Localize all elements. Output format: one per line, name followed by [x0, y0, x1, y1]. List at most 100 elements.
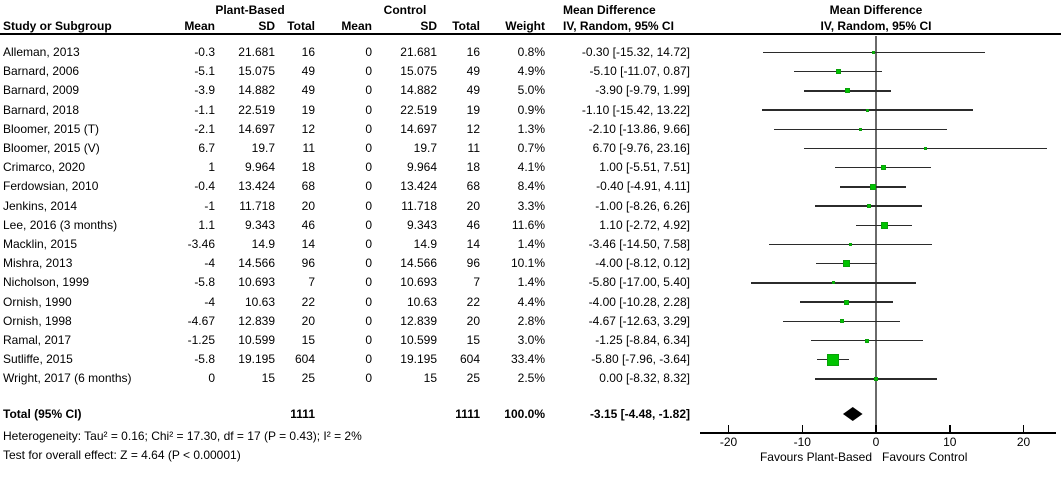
pb-total: 12	[301, 121, 315, 136]
study-name: Wright, 2017 (6 months)	[3, 371, 132, 386]
ctrl-mean: 0	[365, 160, 372, 175]
ctrl-sd: 13.424	[400, 179, 437, 194]
pb-mean: -5.8	[194, 352, 215, 367]
study-name: Crimarco, 2020	[3, 160, 86, 175]
table-row: Sutliffe, 2015 -5.8 19.195 604 0 19.195 604 33.…	[0, 350, 700, 369]
table-row: Nicholson, 1999 -5.8 10.693 7 0 10.693 7 1.4% -5…	[0, 273, 700, 292]
pb-total: 16	[301, 45, 315, 59]
table-row: Macklin, 2015 -3.46 14.9 14 0 14.9 14 1.4% -3.46…	[0, 235, 700, 254]
study-name: Ramal, 2017	[3, 333, 72, 347]
pb-mean: -3.9	[194, 83, 215, 98]
axis-tick-label: -20	[719, 435, 738, 449]
ctrl-sd: 21.681	[400, 45, 437, 59]
pb-sd: 13.424	[238, 179, 275, 194]
md-ci-text: 1.00 [-5.51, 7.51]	[599, 160, 690, 175]
pb-total: 604	[294, 352, 315, 367]
ctrl-sd: 19.7	[413, 141, 437, 155]
md-ci-text: -5.80 [-7.96, -3.64]	[591, 352, 690, 367]
pb-total: 18	[301, 160, 315, 175]
study-name: Barnard, 2018	[3, 102, 80, 117]
pb-mean: -4	[204, 294, 215, 309]
pb-total: 49	[301, 83, 315, 98]
weight: 4.4%	[517, 294, 545, 309]
axis-tick-label: 10	[943, 435, 957, 449]
md-ci-text: -0.30 [-15.32, 14.72]	[581, 45, 690, 59]
pb-mean: -1.1	[194, 102, 215, 117]
group-header-control: Control	[383, 3, 427, 17]
study-name: Barnard, 2006	[3, 64, 80, 79]
overall-effect-text: Test for overall effect: Z = 4.64 (P < 0…	[3, 448, 241, 462]
pb-mean: -4.67	[187, 313, 215, 328]
md-ci-text: 0.00 [-8.32, 8.32]	[599, 371, 690, 386]
ctrl-sd: 12.839	[400, 313, 437, 328]
pb-mean: -0.3	[194, 45, 215, 59]
md-ci-text: -4.00 [-8.12, 0.12]	[595, 256, 690, 271]
pb-total: 25	[301, 371, 315, 386]
table-row: Barnard, 2009 -3.9 14.882 49 0 14.882 49 5.0% -3…	[0, 81, 700, 100]
md-ci-text: -5.80 [-17.00, 5.40]	[588, 275, 690, 290]
effect-square	[880, 221, 888, 229]
weight: 1.3%	[517, 121, 545, 136]
ctrl-total: 68	[466, 179, 480, 194]
ctrl-total: 46	[466, 217, 480, 232]
ctrl-sd: 19.195	[400, 352, 437, 367]
weight: 4.9%	[517, 64, 545, 79]
pb-sd: 19.7	[251, 141, 275, 155]
ctrl-sd: 22.519	[400, 102, 437, 117]
table-row: Lee, 2016 (3 months) 1.1 9.343 46 0 9.343 46 11…	[0, 216, 700, 235]
axis-tick	[801, 425, 803, 433]
pb-total: 19	[301, 102, 315, 117]
pb-total: 22	[301, 294, 315, 309]
pb-mean: -5.1	[194, 64, 215, 79]
effect-square	[880, 165, 886, 171]
ctrl-total: 25	[466, 371, 480, 386]
pb-total: 11	[302, 141, 315, 155]
pb-sd-column-header: SD	[258, 19, 275, 33]
study-column-header: Study or Subgroup	[3, 19, 112, 33]
weight: 33.4%	[510, 352, 545, 367]
ctrl-mean: 0	[365, 333, 372, 347]
ctrl-sd: 14.882	[400, 83, 437, 98]
ctrl-total: 20	[466, 198, 480, 213]
ctrl-total: 16	[466, 45, 480, 59]
ctrl-total: 22	[466, 294, 480, 309]
study-name: Alleman, 2013	[3, 45, 80, 59]
table-row: Bloomer, 2015 (V) 6.7 19.7 11 0 19.7 11 0.7% 6.7…	[0, 139, 700, 158]
plot-area: Mean Difference IV, Random, 95% CI -20 -1…	[700, 0, 1061, 480]
weight: 3.3%	[517, 198, 545, 213]
weight: 0.9%	[517, 102, 545, 117]
ctrl-total: 12	[466, 121, 480, 136]
ctrl-sd: 15.075	[400, 64, 437, 79]
weight: 2.8%	[517, 313, 545, 328]
weight: 8.4%	[517, 179, 545, 194]
axis-tick	[1022, 425, 1025, 433]
total-ctrl-n: 1111	[455, 407, 480, 421]
total-md-ci-text: -3.15 [-4.48, -1.82]	[589, 407, 690, 421]
study-name: Lee, 2016 (3 months)	[3, 217, 118, 232]
effect-square	[848, 243, 852, 246]
pb-mean: -1	[204, 198, 215, 213]
md-ci-text: -1.00 [-8.26, 6.26]	[595, 198, 690, 213]
pb-total-column-header: Total	[287, 19, 315, 33]
md-ci-text: -0.40 [-4.91, 4.11]	[596, 179, 690, 194]
pb-sd: 10.63	[244, 294, 275, 309]
pb-mean: -4	[204, 256, 215, 271]
ctrl-mean: 0	[365, 179, 372, 194]
ctrl-total: 7	[473, 275, 480, 290]
weight: 0.8%	[517, 45, 545, 59]
total-pb-n: 1111	[290, 407, 315, 421]
ctrl-sd: 11.718	[401, 198, 437, 213]
effect-square	[839, 319, 844, 324]
heterogeneity-text: Heterogeneity: Tau² = 0.16; Chi² = 17.30…	[3, 429, 362, 443]
ctrl-sd: 14.697	[400, 121, 437, 136]
total-weight: 100.0%	[504, 407, 545, 421]
axis-line	[700, 432, 1056, 434]
effect-square	[835, 69, 841, 75]
effect-square	[843, 260, 850, 268]
ctrl-total: 14	[466, 237, 480, 251]
ctrl-sd: 10.599	[400, 333, 437, 347]
study-name: Ornish, 1990	[3, 294, 72, 309]
weight: 4.1%	[517, 160, 545, 175]
ctrl-mean: 0	[365, 45, 372, 59]
